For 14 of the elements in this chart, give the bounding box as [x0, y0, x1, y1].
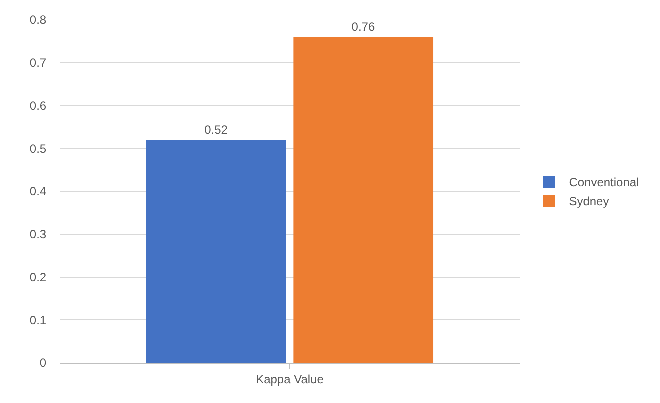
data-label: 0.76 — [352, 20, 376, 34]
y-tick-label: 0.8 — [30, 13, 47, 28]
y-tick-label: 0.2 — [30, 270, 47, 284]
data-label: 0.52 — [204, 123, 228, 138]
y-tick-label: 0.4 — [30, 184, 47, 199]
y-tick-label: 0.5 — [30, 142, 47, 156]
x-tick-label: Kappa Value — [256, 372, 324, 386]
y-tick-label: 0.7 — [30, 56, 47, 70]
legend-label: Sydney — [569, 194, 610, 209]
y-tick-label: 0.6 — [30, 98, 47, 113]
y-tick-label: 0.3 — [30, 228, 47, 242]
legend-label: Conventional — [569, 176, 640, 190]
y-tick-label: 0 — [40, 356, 47, 370]
y-tick-label: 0.1 — [30, 313, 47, 328]
